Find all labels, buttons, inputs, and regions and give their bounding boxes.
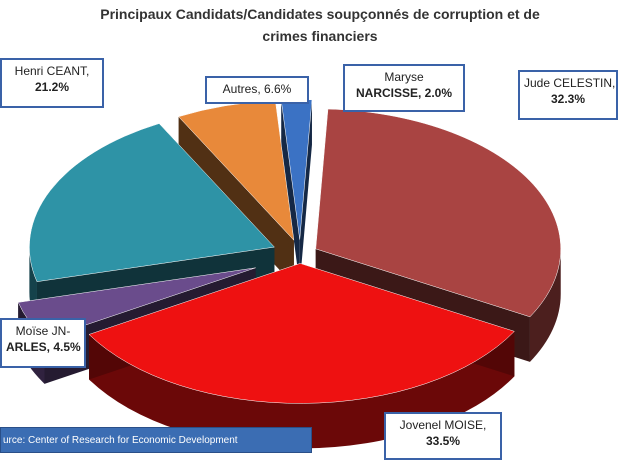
slice-side-5-1 bbox=[299, 99, 312, 285]
label-jovenel-moise: Jovenel MOISE, 33.5% bbox=[384, 412, 502, 460]
label-jude-celestin-value: 32.3% bbox=[550, 92, 586, 106]
source-note: urce: Center of Research for Economic De… bbox=[0, 427, 312, 453]
slice-top-0 bbox=[315, 108, 561, 318]
label-moise-jn-arles-value: ARLES, 4.5% bbox=[6, 340, 81, 354]
label-jude-celestin: Jude CELESTIN, 32.3% bbox=[518, 70, 618, 120]
label-maryse-narcisse-value: NARCISSE, 2.0% bbox=[355, 86, 453, 100]
label-autres: Autres, 6.6% bbox=[205, 76, 309, 104]
slice-top-3 bbox=[29, 123, 275, 282]
label-maryse-narcisse: Maryse NARCISSE, 2.0% bbox=[343, 64, 465, 112]
chart-title-line1: Principaux Candidats/Candidates soupçonn… bbox=[100, 6, 540, 22]
slice-wall-0 bbox=[529, 248, 561, 362]
label-jude-celestin-name: Jude CELESTIN, bbox=[524, 76, 616, 90]
label-moise-jn-arles-name: Moïse JN- bbox=[15, 324, 71, 338]
slice-side-5-0 bbox=[281, 100, 300, 285]
label-jovenel-moise-name: Jovenel MOISE, bbox=[399, 418, 487, 432]
chart-title-line2: crimes financiers bbox=[262, 28, 378, 44]
label-moise-jn-arles: Moïse JN- ARLES, 4.5% bbox=[0, 318, 86, 368]
label-henri-ceant-value: 21.2% bbox=[34, 80, 70, 94]
label-autres-text: Autres, 6.6% bbox=[222, 82, 292, 96]
slice-top-1 bbox=[88, 263, 515, 404]
label-jovenel-moise-value: 33.5% bbox=[425, 434, 461, 448]
label-maryse-narcisse-name: Maryse bbox=[384, 70, 424, 84]
label-henri-ceant: Henri CEANT, 21.2% bbox=[0, 58, 104, 108]
label-henri-ceant-name: Henri CEANT, bbox=[14, 64, 90, 78]
